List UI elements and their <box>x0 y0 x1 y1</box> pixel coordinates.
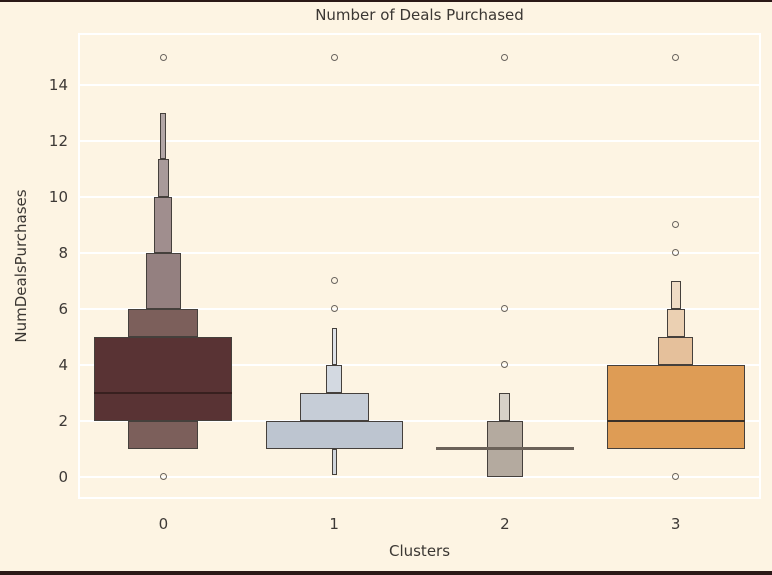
window-bottom-strip <box>0 571 772 575</box>
boxen-box <box>658 336 694 365</box>
y-tick-label: 2 <box>58 411 68 430</box>
outlier-point <box>330 277 338 285</box>
outlier-point <box>159 53 167 61</box>
outlier-point <box>501 53 509 61</box>
boxen-box <box>128 308 199 337</box>
gridline <box>78 84 761 87</box>
outlier-point <box>330 53 338 61</box>
boxen-box <box>265 420 403 449</box>
plot-area <box>78 33 761 499</box>
gridline <box>78 363 761 366</box>
gridline <box>78 196 761 198</box>
gridline <box>78 307 761 310</box>
chart-title: Number of Deals Purchased <box>315 6 524 24</box>
median-line <box>606 419 745 422</box>
y-tick-label: 0 <box>58 467 68 486</box>
y-tick-label: 12 <box>48 132 68 151</box>
boxen-box <box>160 113 167 160</box>
boxen-box <box>606 364 745 449</box>
boxen-box <box>299 392 369 421</box>
y-tick-label: 10 <box>48 188 68 206</box>
median-line <box>435 447 574 451</box>
gridline <box>78 251 761 254</box>
x-tick-label: 0 <box>158 515 169 533</box>
boxen-box <box>157 159 169 197</box>
gridline <box>78 140 761 143</box>
outlier-point <box>672 53 680 61</box>
window-top-strip <box>0 0 772 2</box>
outlier-point <box>672 221 680 229</box>
y-tick-label: 4 <box>58 355 68 374</box>
boxen-box <box>331 327 337 365</box>
boxen-box <box>670 280 681 309</box>
outlier-point <box>159 473 167 481</box>
outlier-point <box>501 305 509 313</box>
outlier-point <box>672 249 680 257</box>
boxen-box <box>326 364 343 393</box>
x-axis-label: Clusters <box>388 542 451 560</box>
boxen-box <box>94 336 233 421</box>
x-tick-label: 3 <box>670 515 681 533</box>
boxen-box <box>154 197 173 253</box>
y-tick-label: 8 <box>58 243 68 262</box>
x-tick-label: 2 <box>500 515 510 533</box>
boxen-box <box>666 308 685 337</box>
gridline <box>78 475 761 478</box>
y-tick-label: 6 <box>58 299 68 318</box>
outlier-point <box>330 305 338 313</box>
gridline <box>78 419 761 422</box>
y-tick-label: 14 <box>48 76 68 95</box>
x-tick-label: 1 <box>329 515 339 533</box>
boxen-box <box>145 252 181 309</box>
outlier-point <box>672 473 680 481</box>
boxen-box <box>128 420 199 449</box>
boxen-box <box>331 448 337 476</box>
outlier-point <box>501 361 509 369</box>
boxen-box <box>499 392 511 421</box>
median-line <box>94 391 233 394</box>
